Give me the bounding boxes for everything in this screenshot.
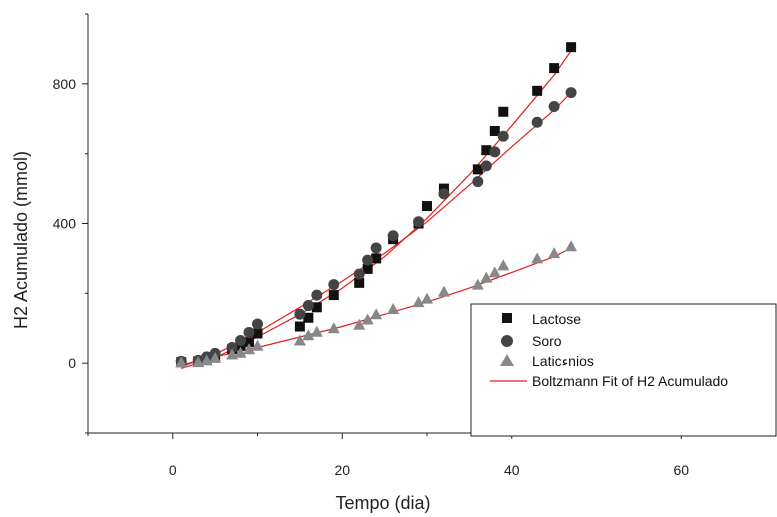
legend-box xyxy=(470,303,777,437)
y-tick-label: 400 xyxy=(53,216,77,232)
point-laticinios xyxy=(370,308,383,320)
point-soro xyxy=(302,300,314,312)
point-soro xyxy=(370,242,382,254)
point-soro xyxy=(243,326,255,338)
y-tick-label: 800 xyxy=(53,76,77,92)
point-lactose xyxy=(244,337,255,348)
point-soro xyxy=(328,279,340,291)
legend-label-fit: Boltzmann Fit of H2 Acumulado xyxy=(532,373,728,389)
point-lactose xyxy=(566,42,577,53)
point-lactose xyxy=(489,125,500,136)
point-soro xyxy=(548,101,560,113)
legend-marker-soro xyxy=(501,335,513,347)
point-soro xyxy=(565,87,577,99)
point-laticinios xyxy=(209,351,222,363)
point-lactose xyxy=(481,145,492,156)
point-soro xyxy=(294,308,306,320)
point-lactose xyxy=(303,312,314,323)
x-axis-title: Tempo (dia) xyxy=(335,493,430,513)
point-laticinios xyxy=(251,339,264,351)
point-laticinios xyxy=(421,292,433,304)
point-laticinios xyxy=(327,322,340,334)
point-lactose xyxy=(371,253,382,264)
point-lactose xyxy=(549,63,560,74)
point-laticinios xyxy=(310,325,323,337)
point-laticinios xyxy=(302,329,315,341)
point-laticinios xyxy=(497,259,510,271)
point-lactose xyxy=(311,302,322,313)
point-laticinios xyxy=(243,343,256,355)
point-soro xyxy=(362,254,374,266)
point-lactose xyxy=(354,277,365,288)
point-soro xyxy=(235,334,247,346)
legend: Lactose Soro Laticءnios Boltzmann Fit of… xyxy=(470,303,777,437)
point-laticinios xyxy=(175,356,188,368)
point-lactose xyxy=(252,328,263,339)
point-laticinios xyxy=(412,296,425,308)
x-axis: 0 20 40 60 xyxy=(87,432,767,478)
point-lactose xyxy=(422,201,432,212)
legend-label-laticinios: Laticءnios xyxy=(532,353,594,369)
y-axis-title: H2 Acumulado (mmol) xyxy=(11,151,31,329)
x-tick-label: 0 xyxy=(169,462,177,478)
point-soro xyxy=(226,341,238,353)
point-laticinios xyxy=(437,285,450,297)
point-laticinios xyxy=(234,346,247,358)
legend-marker-lactose xyxy=(502,313,512,323)
point-soro xyxy=(497,130,509,142)
point-laticinios xyxy=(293,334,306,346)
x-tick-label: 20 xyxy=(334,462,350,478)
point-soro xyxy=(531,116,543,128)
legend-label-soro: Soro xyxy=(532,333,562,349)
y-tick-label: 0 xyxy=(68,355,76,371)
point-laticinios xyxy=(471,278,484,290)
legend-marker-laticinios xyxy=(500,354,514,366)
x-tick-label: 60 xyxy=(673,462,689,478)
x-tick-label: 40 xyxy=(504,462,520,478)
point-lactose xyxy=(498,106,509,117)
point-laticinios xyxy=(488,266,501,278)
point-soro xyxy=(438,188,450,200)
point-laticinios xyxy=(480,271,493,283)
point-laticinios xyxy=(565,240,578,252)
point-soro xyxy=(252,318,263,330)
y-axis: 0 400 800 xyxy=(53,13,89,434)
point-soro xyxy=(472,176,484,188)
point-laticinios xyxy=(192,356,205,368)
point-soro xyxy=(480,160,492,172)
point-soro xyxy=(311,289,323,301)
data-markers xyxy=(175,42,578,368)
point-lactose xyxy=(328,290,339,301)
point-laticinios xyxy=(387,303,400,315)
point-soro xyxy=(353,268,365,280)
point-lactose xyxy=(532,85,543,96)
point-lactose xyxy=(294,321,305,332)
point-laticinios xyxy=(361,313,374,325)
point-laticinios xyxy=(226,348,239,360)
point-laticinios xyxy=(548,247,561,259)
point-laticinios xyxy=(353,318,366,330)
point-lactose xyxy=(472,164,483,175)
point-soro xyxy=(489,146,501,158)
point-soro xyxy=(387,230,399,242)
legend-label-lactose: Lactose xyxy=(532,311,581,327)
point-laticinios xyxy=(531,252,544,264)
point-lactose xyxy=(362,263,373,274)
point-soro xyxy=(413,216,425,228)
